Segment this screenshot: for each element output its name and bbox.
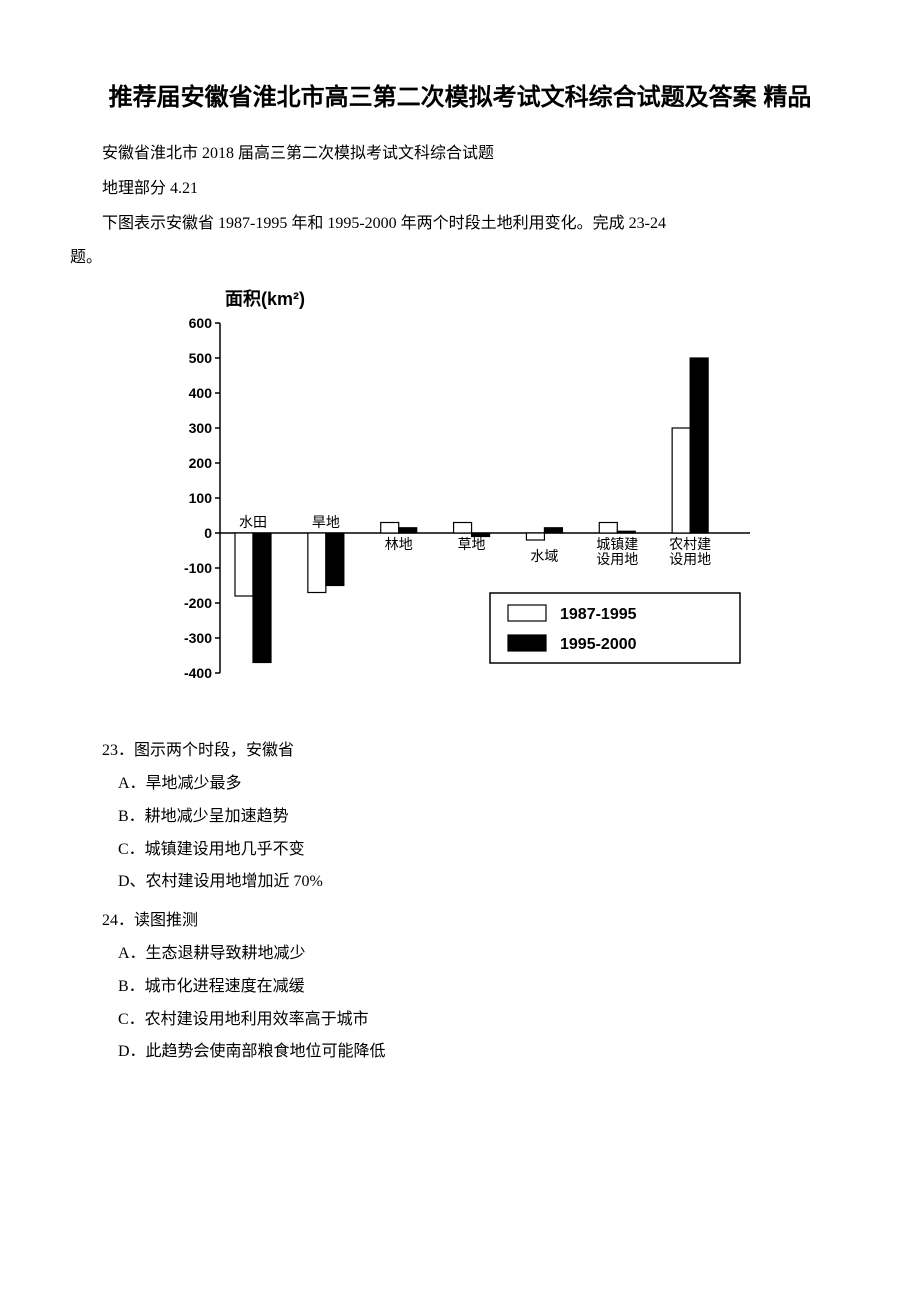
svg-text:500: 500 [189,350,213,366]
svg-text:200: 200 [189,455,213,471]
intro-line-3: 下图表示安徽省 1987-1995 年和 1995-2000 年两个时段土地利用… [70,210,850,239]
svg-text:农村建: 农村建 [669,536,711,552]
q23-stem: 23．图示两个时段，安徽省 [70,737,850,766]
svg-text:600: 600 [189,315,213,331]
svg-text:城镇建: 城镇建 [596,536,638,552]
svg-text:设用地: 设用地 [669,551,711,567]
svg-text:-400: -400 [184,665,212,681]
svg-text:1995-2000: 1995-2000 [560,636,637,653]
svg-text:-100: -100 [184,560,212,576]
svg-text:300: 300 [189,420,213,436]
land-use-chart: 面积(km²) -400 -300 -200 -100 0 100 200 300 400 500 6… [160,283,850,723]
intro-line-1: 安徽省淮北市 2018 届高三第二次模拟考试文科综合试题 [70,140,850,169]
svg-text:草地: 草地 [458,536,486,552]
svg-text:水田: 水田 [239,514,267,530]
intro-suffix: 题。 [70,244,850,273]
svg-text:面积(km²): 面积(km²) [225,289,305,309]
q23-option-d: D、农村建设用地增加近 70% [70,868,850,897]
chart-svg: 面积(km²) -400 -300 -200 -100 0 100 200 300 400 500 6… [160,283,760,723]
svg-text:设用地: 设用地 [596,551,638,567]
intro-line-2: 地理部分 4.21 [70,175,850,204]
q24-stem: 24．读图推测 [70,907,850,936]
svg-text:旱地: 旱地 [312,514,340,530]
svg-text:400: 400 [189,385,213,401]
q24-option-b: B．城市化进程速度在减缓 [70,973,850,1002]
q23-option-a: A．旱地减少最多 [70,770,850,799]
svg-text:100: 100 [189,490,213,506]
svg-text:水域: 水域 [530,548,558,564]
svg-text:1987-1995: 1987-1995 [560,606,637,623]
svg-text:-300: -300 [184,630,212,646]
q24-option-d: D．此趋势会使南部粮食地位可能降低 [70,1038,850,1067]
svg-text:-200: -200 [184,595,212,611]
svg-text:林地: 林地 [385,536,413,552]
q24-option-c: C．农村建设用地利用效率高于城市 [70,1006,850,1035]
q23-option-b: B．耕地减少呈加速趋势 [70,803,850,832]
q24-option-a: A．生态退耕导致耕地减少 [70,940,850,969]
q23-option-c: C．城镇建设用地几乎不变 [70,836,850,865]
svg-text:0: 0 [204,525,212,541]
page-title: 推荐届安徽省淮北市高三第二次模拟考试文科综合试题及答案 精品 [70,80,850,116]
